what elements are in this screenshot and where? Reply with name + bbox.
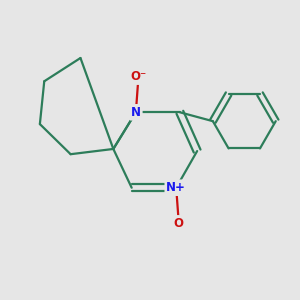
Text: N+: N+ bbox=[166, 181, 186, 194]
Text: O: O bbox=[174, 217, 184, 230]
Text: O⁻: O⁻ bbox=[130, 70, 147, 83]
Text: N: N bbox=[131, 106, 141, 119]
